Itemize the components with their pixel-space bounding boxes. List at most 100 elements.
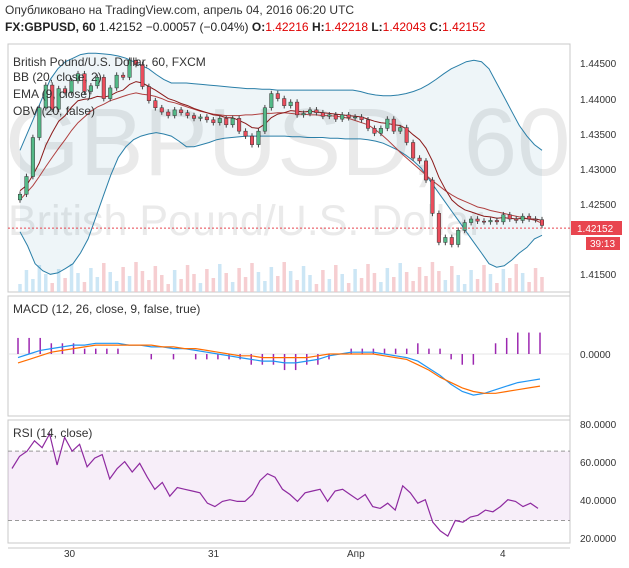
time-tick: 31 <box>208 549 220 560</box>
candle-body <box>114 74 119 89</box>
candle-body <box>520 215 525 221</box>
open-label: O: <box>251 20 266 34</box>
volume-bar <box>63 278 67 292</box>
candle-body <box>527 215 532 220</box>
volume-bar <box>488 274 493 292</box>
candle-body <box>249 135 255 145</box>
volume-bar <box>102 263 106 292</box>
volume-bar <box>450 266 454 292</box>
candle-body <box>217 118 222 123</box>
candle-body <box>333 114 338 120</box>
volume-bar <box>185 265 190 292</box>
last-price-tag: 1.42152 <box>577 224 614 235</box>
volume-bar <box>76 273 80 292</box>
volume-bar <box>224 273 228 292</box>
volume-bar <box>147 280 151 292</box>
rsi-tick: 20.0000 <box>580 534 617 545</box>
volume-bar <box>430 262 435 292</box>
volume-bar <box>437 271 441 292</box>
candle-body <box>82 73 87 92</box>
volume-bar <box>134 262 138 292</box>
candle-body <box>372 128 377 134</box>
bollinger-basis-line <box>19 92 543 224</box>
candle-body <box>456 230 461 245</box>
volume-bar <box>321 270 325 292</box>
volume-bar <box>50 283 54 292</box>
candle-body <box>449 237 454 245</box>
candle-body <box>30 137 35 177</box>
volume-bar <box>424 276 428 292</box>
candle-body <box>63 88 68 94</box>
candle-body <box>37 107 42 138</box>
candle-body <box>282 98 287 106</box>
pane-frames <box>7 43 571 549</box>
candle-body <box>140 64 145 87</box>
candle-body <box>365 119 371 129</box>
legend-rsi[interactable]: RSI (14, close) <box>13 426 92 440</box>
volume-bar <box>340 274 344 292</box>
candle-body <box>204 116 209 121</box>
candle-body <box>514 218 519 221</box>
volume-bar <box>443 280 448 292</box>
volume-bar <box>520 273 525 292</box>
legend-macd[interactable]: MACD (12, 26, close, 9, false, true) <box>13 302 200 316</box>
candle-body <box>108 87 113 99</box>
candle-body <box>153 100 158 109</box>
symbol-bar: FX:GBPUSD, 60 1.42152 −0.00057 (−0.04%) … <box>5 20 485 34</box>
candle-body <box>411 142 416 159</box>
volume-bar <box>153 266 158 292</box>
candle-body <box>211 119 216 123</box>
volume-bar <box>237 268 241 292</box>
legend-ema[interactable]: EMA (9, close) <box>13 87 91 101</box>
volume-bar <box>82 282 87 292</box>
volume-bar <box>385 268 390 292</box>
symbol-name[interactable]: FX:GBPUSD, 60 <box>5 20 96 34</box>
candle-body <box>340 114 345 120</box>
price-tick: 1.41500 <box>580 270 617 281</box>
macd-pane <box>8 332 570 396</box>
volume-bar <box>18 284 22 292</box>
volume-bar <box>411 281 415 292</box>
candle-body <box>288 101 293 106</box>
candle-body <box>320 112 325 117</box>
rsi-tick: 40.0000 <box>580 496 617 507</box>
candle-body <box>179 109 184 113</box>
candle-body <box>539 219 545 226</box>
candle-body <box>462 222 467 231</box>
volume-bar <box>308 275 312 292</box>
volume-bar <box>514 264 518 292</box>
volume-bar <box>44 274 48 292</box>
volume-bar <box>127 276 132 292</box>
macd-signal-line <box>17 344 541 394</box>
volume-bar <box>288 271 293 292</box>
volume-bar <box>198 283 203 292</box>
rsi-tick: 80.0000 <box>580 420 617 431</box>
volume-bar <box>166 284 170 292</box>
candle-body <box>237 118 242 132</box>
ema-line <box>19 81 543 221</box>
candle-body <box>185 112 190 116</box>
candle-body <box>417 157 422 162</box>
volume-bar <box>243 277 248 292</box>
legend-title: British Pound/U.S. Dollar, 60, FXCM <box>13 55 206 69</box>
candle-body <box>423 160 429 181</box>
volume-bar <box>192 274 196 292</box>
volume-bar <box>475 279 480 292</box>
candle-body <box>443 237 448 243</box>
candle-body <box>385 118 390 129</box>
time-tick: Апр <box>347 549 365 560</box>
volume-bar <box>24 270 29 292</box>
candle-body <box>101 77 106 99</box>
volume-bar <box>495 283 499 292</box>
volume-bar <box>456 275 460 292</box>
legend-bb[interactable]: BB (20, close, 2) <box>13 70 102 84</box>
candle-body <box>127 60 132 78</box>
price-tick: 1.43000 <box>580 165 617 176</box>
volume-bar <box>108 272 112 292</box>
bollinger-lower-line <box>19 132 543 275</box>
legend-obv[interactable]: OBV (20, false) <box>13 104 95 118</box>
volume-bar <box>263 281 267 292</box>
open-value: 1.42216 <box>265 20 309 34</box>
